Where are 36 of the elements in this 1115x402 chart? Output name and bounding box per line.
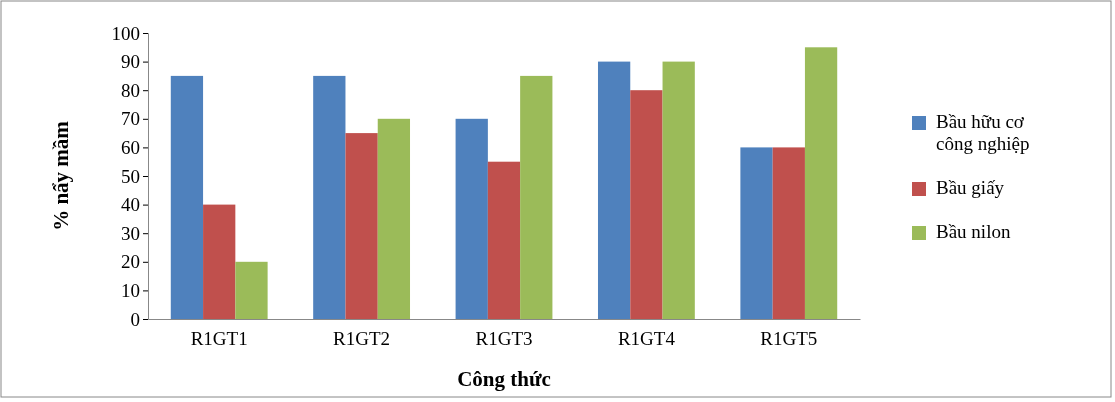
- y-tick-label: 0: [130, 308, 140, 330]
- y-axis-title: % nẩy mầm: [49, 120, 73, 231]
- y-tick-label: 60: [121, 136, 140, 158]
- y-tick-label: 70: [121, 108, 140, 130]
- legend-label: Bầu hữu cơ công nghiệp: [936, 111, 1030, 154]
- x-tick-label: R1GT2: [333, 327, 391, 349]
- bar: [804, 47, 838, 319]
- legend-label: Bầu giấy: [936, 177, 1005, 198]
- bar: [203, 204, 236, 319]
- x-axis-title: Công thức: [457, 367, 551, 391]
- y-tick-label: 40: [121, 194, 140, 216]
- bar: [630, 90, 663, 319]
- x-tick-label: R1GT5: [760, 327, 818, 349]
- bar: [377, 118, 411, 319]
- bar: [520, 75, 553, 319]
- bar: [740, 147, 773, 319]
- y-tick-label: 10: [121, 279, 140, 301]
- y-tick-label: 80: [121, 79, 140, 101]
- bar: [313, 75, 346, 319]
- y-tick-label: 90: [121, 51, 140, 73]
- bar: [235, 261, 268, 319]
- bar: [772, 147, 805, 319]
- bar: [487, 161, 521, 319]
- x-tick-label: R1GT3: [475, 327, 533, 349]
- bar: [662, 61, 695, 319]
- bar: [455, 118, 488, 319]
- legend-label: Bầu nilon: [936, 221, 1011, 242]
- x-tick-label: R1GT4: [617, 327, 676, 349]
- y-tick-label: 20: [121, 251, 140, 273]
- bar: [597, 61, 631, 319]
- x-tick-label: R1GT1: [190, 327, 248, 349]
- y-tick-label: 30: [121, 222, 140, 244]
- bar: [345, 133, 378, 319]
- y-tick-label: 50: [121, 165, 140, 187]
- y-tick-label: 100: [111, 22, 140, 44]
- bar: [170, 75, 204, 319]
